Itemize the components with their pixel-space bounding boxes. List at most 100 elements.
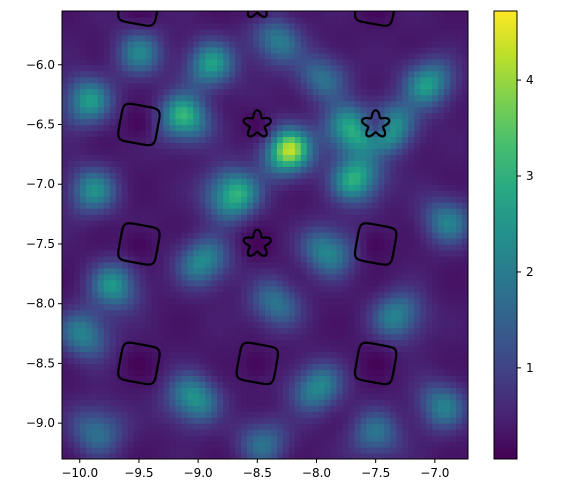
heatmap-cell: [414, 154, 421, 161]
heatmap-cell: [205, 261, 212, 269]
heatmap-cell: [169, 148, 177, 155]
heatmap-cell: [300, 88, 308, 96]
heatmap-cell: [336, 405, 344, 412]
heatmap-cell: [402, 435, 409, 442]
heatmap-cell: [235, 333, 242, 341]
heatmap-cell: [73, 82, 81, 90]
heatmap-cell: [259, 82, 266, 90]
heatmap-cell: [444, 52, 451, 60]
heatmap-cell: [444, 393, 451, 400]
heatmap-cell: [384, 64, 391, 72]
heatmap-cell: [169, 196, 177, 203]
heatmap-cell: [73, 333, 81, 341]
heatmap-cell: [62, 58, 69, 66]
heatmap-cell: [426, 441, 433, 448]
heatmap-cell: [348, 267, 356, 275]
heatmap-cell: [282, 237, 290, 245]
heatmap-cell: [259, 160, 266, 167]
heatmap-cell: [450, 429, 457, 436]
heatmap-cell: [384, 100, 391, 108]
heatmap-cell: [169, 273, 177, 281]
heatmap-cell: [235, 291, 242, 299]
heatmap-cell: [205, 22, 212, 30]
heatmap-cell: [438, 309, 445, 317]
heatmap-cell: [211, 88, 218, 96]
heatmap-cell: [62, 453, 69, 459]
heatmap-cell: [265, 351, 272, 359]
heatmap-cell: [223, 243, 230, 251]
heatmap-cell: [390, 279, 397, 287]
heatmap-cell: [67, 76, 75, 84]
heatmap-cell: [193, 232, 200, 239]
heatmap-cell: [450, 405, 457, 412]
heatmap-cell: [193, 70, 200, 78]
heatmap-cell: [324, 226, 332, 233]
heatmap-cell: [259, 417, 266, 424]
heatmap-cell: [342, 345, 350, 353]
heatmap-cell: [372, 136, 380, 144]
heatmap-cell: [408, 124, 415, 132]
heatmap-cell: [348, 417, 356, 424]
heatmap-cell: [205, 297, 212, 305]
heatmap-cell: [97, 327, 105, 335]
heatmap-cell: [300, 405, 308, 412]
heatmap-cell: [127, 399, 135, 406]
heatmap-cell: [169, 184, 177, 191]
heatmap-cell: [205, 417, 212, 424]
heatmap-cell: [85, 214, 93, 221]
heatmap-cell: [169, 232, 177, 239]
heatmap-cell: [181, 351, 188, 359]
heatmap-cell: [103, 52, 111, 60]
heatmap-cell: [408, 351, 415, 359]
heatmap-cell: [79, 232, 87, 239]
heatmap-cell: [133, 34, 141, 42]
heatmap-cell: [163, 303, 171, 311]
heatmap-cell: [115, 220, 123, 227]
heatmap-cell: [235, 417, 242, 424]
heatmap-cell: [378, 297, 386, 305]
heatmap-cell: [318, 423, 326, 430]
heatmap-cell: [348, 172, 356, 179]
heatmap-cell: [336, 303, 344, 311]
heatmap-cell: [294, 112, 302, 120]
heatmap-cell: [444, 28, 451, 36]
heatmap-cell: [342, 178, 350, 185]
heatmap-cell: [139, 363, 147, 370]
heatmap-cell: [312, 166, 320, 173]
heatmap-cell: [163, 142, 171, 149]
heatmap-cell: [187, 208, 194, 215]
heatmap-cell: [265, 327, 272, 335]
heatmap-cell: [378, 184, 386, 191]
heatmap-cell: [360, 160, 368, 167]
heatmap-cell: [133, 166, 141, 173]
heatmap-cell: [157, 190, 165, 197]
heatmap-cell: [372, 232, 380, 239]
heatmap-cell: [348, 255, 356, 263]
heatmap-cell: [235, 88, 242, 96]
heatmap-cell: [348, 405, 356, 412]
heatmap-cell: [127, 130, 135, 138]
heatmap-cell: [217, 118, 224, 126]
heatmap-cell: [402, 351, 409, 359]
heatmap-cell: [342, 214, 350, 221]
heatmap-cell: [109, 351, 117, 359]
heatmap-cell: [181, 28, 188, 36]
heatmap-cell: [312, 184, 320, 191]
heatmap-cell: [444, 369, 451, 376]
heatmap-cell: [420, 190, 427, 197]
heatmap-cell: [169, 112, 177, 120]
heatmap-cell: [187, 393, 194, 400]
heatmap-cell: [420, 160, 427, 167]
heatmap-cell: [121, 249, 129, 257]
heatmap-cell: [145, 435, 153, 442]
heatmap-cell: [384, 327, 391, 335]
heatmap-cell: [79, 184, 87, 191]
heatmap-cell: [199, 315, 206, 323]
heatmap-cell: [432, 118, 439, 126]
heatmap-cell: [193, 297, 200, 305]
heatmap-cell: [175, 243, 183, 251]
heatmap-cell: [408, 34, 415, 42]
heatmap-cell: [294, 208, 302, 215]
heatmap-cell: [282, 291, 290, 299]
heatmap-cell: [396, 142, 403, 149]
